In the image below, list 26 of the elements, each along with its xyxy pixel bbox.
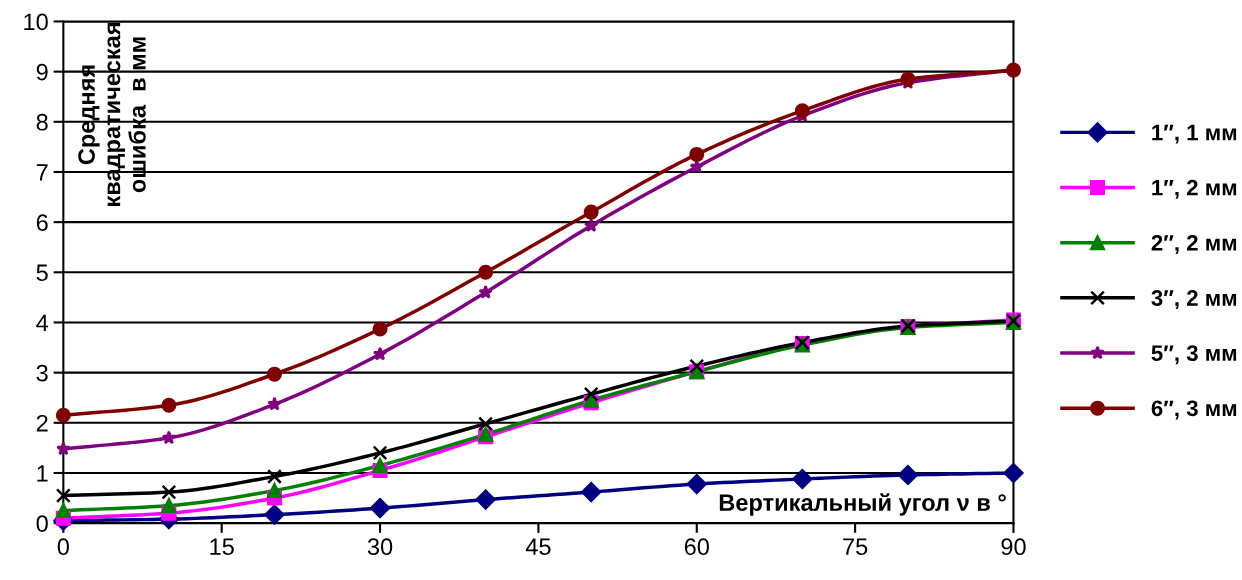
y-tick-label: 7	[36, 164, 48, 181]
x-tick-label: 30	[367, 538, 393, 556]
x-tick-label: 0	[57, 538, 69, 556]
y-tick-label: 8	[36, 113, 48, 131]
y-tick-label: 9	[36, 63, 48, 81]
y-axis-title: Средняя квадратическая ошибка в мм	[78, 23, 146, 206]
x-tick-label: 60	[684, 538, 709, 556]
x-tick-label: 45	[525, 538, 551, 556]
legend-label: 1″, 2 мм	[1152, 179, 1237, 199]
y-tick-label: 0	[36, 515, 48, 532]
y-tick-label: 10	[24, 13, 48, 31]
x-axis-title: Вертикальный угол ν в °	[719, 493, 1006, 516]
y-tick-label: 3	[36, 364, 48, 382]
legend-label: 6″, 3 мм	[1151, 400, 1237, 420]
legend-label: 1″, 1 мм	[1152, 124, 1237, 144]
y-tick-label: 1	[37, 465, 48, 482]
x-tick-label: 75	[843, 538, 868, 556]
y-tick-label: 5	[36, 264, 48, 282]
x-tick-label: 90	[1001, 538, 1026, 556]
y-tick-label: 2	[36, 414, 48, 432]
legend-label: 5″, 3 мм	[1151, 345, 1237, 365]
x-tick-label: 15	[210, 538, 234, 556]
y-tick-label: 6	[36, 214, 48, 231]
y-tick-label: 4	[36, 314, 49, 332]
legend-label: 3″, 2 мм	[1151, 290, 1237, 310]
legend-label: 2″, 2 мм	[1151, 234, 1237, 254]
